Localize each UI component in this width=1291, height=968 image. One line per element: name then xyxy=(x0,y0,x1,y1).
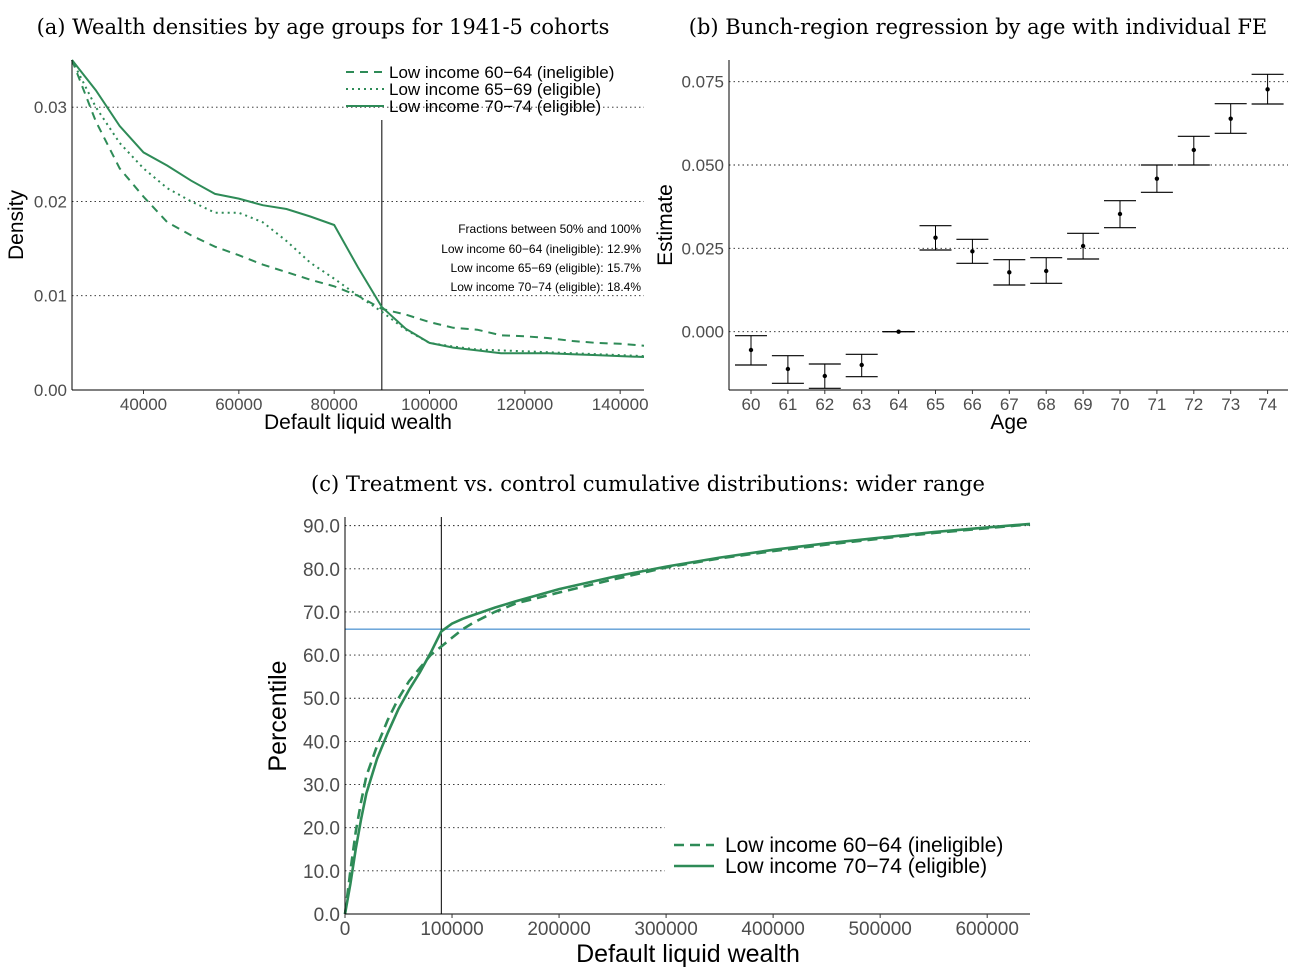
panel-b-title: (b) Bunch-region regression by age with … xyxy=(689,15,1267,39)
x-tick-label: 60000 xyxy=(215,395,262,414)
x-tick-label: 74 xyxy=(1258,395,1277,414)
y-tick-label: 0.0 xyxy=(314,905,340,926)
x-tick-label: 120000 xyxy=(496,395,553,414)
x-tick-label: 140000 xyxy=(592,395,649,414)
x-tick-label: 72 xyxy=(1184,395,1203,414)
x-tick-label: 100000 xyxy=(420,919,483,940)
legend-label-60-64: Low income 60−64 (ineligible) xyxy=(389,63,614,82)
panel-a-annotation: Fractions between 50% and 100% Low incom… xyxy=(441,222,641,294)
panel-a-legend: Low income 60−64 (ineligible) Low income… xyxy=(346,63,614,116)
panel-a-title: (a) Wealth densities by age groups for 1… xyxy=(37,15,610,39)
x-tick-label: 500000 xyxy=(848,919,911,940)
legend-label-65-69: Low income 65−69 (eligible) xyxy=(389,80,601,99)
panel-c-gridlines xyxy=(345,525,1030,872)
panel-c-tick-labels: 0.0 10.0 20.0 30.0 40.0 50.0 60.0 70.0 80.0 90.0 0… xyxy=(303,517,1019,940)
estimate-point xyxy=(748,347,754,353)
legend-label-60-64: Low income 60−64 (ineligible) xyxy=(725,834,1003,857)
panel-a-series xyxy=(71,59,645,390)
panel-c-cdf-chart: (c) Treatment vs. control cumulative dis… xyxy=(264,472,1031,968)
y-tick-label: 0.03 xyxy=(34,98,67,117)
estimate-point xyxy=(1265,87,1270,92)
estimate-point xyxy=(1228,116,1233,121)
x-tick-label: 100000 xyxy=(401,395,458,414)
y-tick-label: 0.00 xyxy=(34,381,67,400)
x-tick-label: 67 xyxy=(1000,395,1019,414)
estimate-point xyxy=(1007,270,1012,275)
x-tick-label: 70 xyxy=(1111,395,1130,414)
x-tick-label: 61 xyxy=(778,395,797,414)
panel-b-x-axis-label: Age xyxy=(990,411,1027,434)
y-tick-label: 0.02 xyxy=(34,192,67,211)
x-tick-label: 0 xyxy=(340,919,351,940)
y-tick-label: 30.0 xyxy=(303,776,340,797)
x-tick-label: 73 xyxy=(1221,395,1240,414)
estimate-point xyxy=(859,362,864,368)
panel-a-density-chart: (a) Wealth densities by age groups for 1… xyxy=(5,15,649,434)
panel-b-estimates xyxy=(735,73,1284,389)
panel-b-regression-chart: (b) Bunch-region regression by age with … xyxy=(654,15,1288,434)
y-tick-label: 50.0 xyxy=(303,689,340,710)
x-tick-label: 64 xyxy=(889,395,908,414)
panel-c-legend: Low income 60−64 (ineligible) Low income… xyxy=(674,834,1003,878)
series-line-solid xyxy=(343,522,1031,915)
y-tick-label: 70.0 xyxy=(303,603,340,624)
annotation-line-1: Fractions between 50% and 100% xyxy=(458,222,641,236)
panel-a-y-axis-label: Density xyxy=(5,189,28,260)
y-tick-label: 10.0 xyxy=(303,862,340,883)
y-tick-label: 0.01 xyxy=(34,287,67,306)
x-tick-label: 80000 xyxy=(311,395,358,414)
x-tick-label: 600000 xyxy=(955,919,1018,940)
panel-c-title: (c) Treatment vs. control cumulative dis… xyxy=(311,472,985,496)
annotation-line-4: Low income 70−74 (eligible): 18.4% xyxy=(451,280,642,294)
estimate-point xyxy=(970,249,975,254)
annotation-line-3: Low income 65−69 (eligible): 15.7% xyxy=(451,261,642,275)
y-tick-label: 0.050 xyxy=(681,156,724,175)
estimate-point xyxy=(1154,176,1160,181)
x-tick-label: 62 xyxy=(815,395,834,414)
estimate-point xyxy=(1080,243,1086,249)
panel-c-y-axis-label: Percentile xyxy=(264,660,292,771)
x-tick-label: 69 xyxy=(1074,395,1093,414)
panel-c-series xyxy=(343,517,1031,915)
x-tick-label: 65 xyxy=(926,395,945,414)
x-tick-label: 71 xyxy=(1147,395,1166,414)
x-tick-label: 300000 xyxy=(634,919,697,940)
y-tick-label: 40.0 xyxy=(303,732,340,753)
panel-a-gridlines xyxy=(72,106,644,297)
x-tick-label: 63 xyxy=(852,395,871,414)
estimate-point xyxy=(896,329,901,334)
legend-label-70-74: Low income 70−74 (eligible) xyxy=(725,855,987,878)
x-tick-label: 66 xyxy=(963,395,982,414)
panel-b-tick-labels: 0.000 0.025 0.050 0.075 60 61 62 63 64 65 66 67 68 69… xyxy=(681,73,1277,414)
estimate-point xyxy=(785,366,791,372)
y-tick-label: 0.025 xyxy=(681,239,724,258)
panel-b-gridlines xyxy=(729,81,1288,333)
series-line-dotted xyxy=(71,59,645,358)
annotation-line-2: Low income 60−64 (ineligible): 12.9% xyxy=(441,242,641,256)
legend-label-70-74: Low income 70−74 (eligible) xyxy=(389,97,601,116)
y-tick-label: 60.0 xyxy=(303,646,340,667)
panel-c-x-axis-label: Default liquid wealth xyxy=(576,940,800,968)
panel-a-tick-labels: 0.00 0.01 0.02 0.03 40000 60000 80000 100000 120… xyxy=(34,98,649,414)
y-tick-label: 0.000 xyxy=(681,323,724,342)
x-tick-label: 40000 xyxy=(120,395,167,414)
y-tick-label: 0.075 xyxy=(681,73,724,92)
estimate-point xyxy=(1044,268,1049,274)
series-line-solid xyxy=(71,59,645,358)
y-tick-label: 80.0 xyxy=(303,560,340,581)
x-tick-label: 68 xyxy=(1037,395,1056,414)
estimate-point xyxy=(933,235,938,240)
panel-a-x-axis-label: Default liquid wealth xyxy=(264,411,452,434)
x-tick-label: 400000 xyxy=(741,919,804,940)
y-tick-label: 20.0 xyxy=(303,819,340,840)
panel-b-y-axis-label: Estimate xyxy=(654,184,677,266)
estimate-point xyxy=(822,373,827,379)
x-tick-label: 60 xyxy=(742,395,761,414)
x-tick-label: 200000 xyxy=(527,919,590,940)
estimate-point xyxy=(1117,211,1123,217)
y-tick-label: 90.0 xyxy=(303,517,340,538)
estimate-point xyxy=(1191,147,1197,153)
